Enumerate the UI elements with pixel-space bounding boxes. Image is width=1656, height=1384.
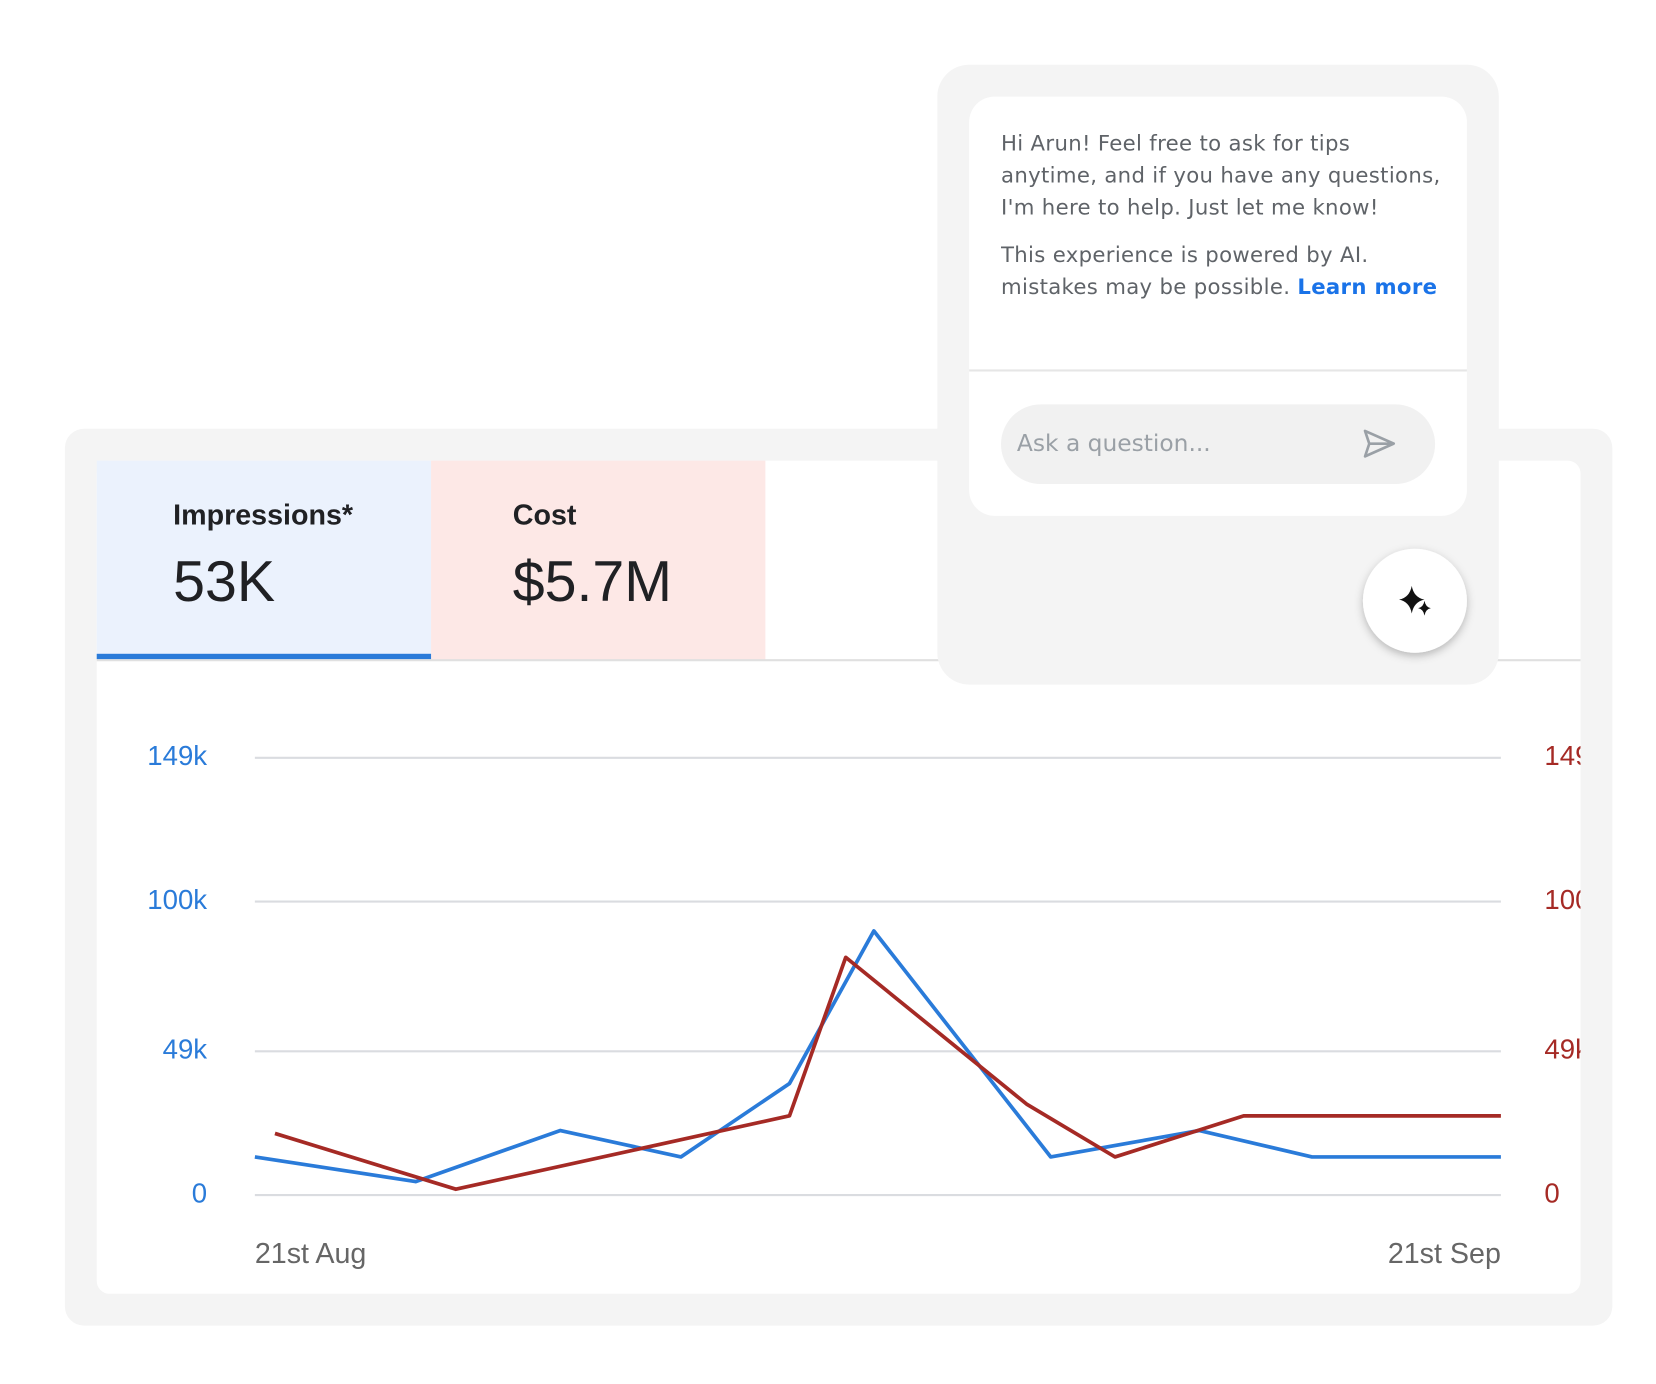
card-value: $5.7M <box>513 550 672 614</box>
y-tick-label: 49k <box>163 1034 208 1065</box>
sparkle-icon <box>1399 585 1431 616</box>
series-line <box>274 955 1501 1192</box>
input-placeholder: Ask a question... <box>1017 429 1211 457</box>
y2-tick-label: 0 <box>1544 1177 1559 1208</box>
message-list: Hi Arun! Feel free to ask for tips anyti… <box>1001 127 1452 302</box>
card-label: Cost <box>513 499 577 531</box>
y2-tick-label: 49k <box>1544 1034 1589 1065</box>
series-line <box>254 929 1501 1184</box>
x-tick-label: 21st Sep <box>1388 1238 1501 1270</box>
message-text: Hi Arun! Feel free to ask for tips anyti… <box>1001 130 1441 220</box>
card-value: 53K <box>173 550 275 614</box>
y2-tick-label: 149k <box>1544 740 1604 771</box>
x-tick-label: 21st Aug <box>255 1238 366 1270</box>
y-tick-label: 100k <box>147 884 207 915</box>
y-tick-label: 0 <box>192 1177 207 1208</box>
active-indicator <box>96 653 432 660</box>
message-text: This experience is powered by AI. mistak… <box>1001 241 1369 300</box>
learn-more-link[interactable]: Learn more <box>1297 273 1438 300</box>
y2-tick-label: 100k <box>1544 884 1604 915</box>
impressions-card[interactable] <box>96 460 432 661</box>
cost-card[interactable] <box>431 460 766 661</box>
question-input[interactable] <box>1001 404 1436 484</box>
message: This experience is powered by AI. mistak… <box>1001 239 1452 303</box>
send-button[interactable] <box>1363 429 1396 458</box>
y-tick-label: 149k <box>147 740 207 771</box>
message: Hi Arun! Feel free to ask for tips anyti… <box>1001 127 1452 223</box>
messages: Hi Arun! Feel free to ask for tips anyti… <box>1001 127 1452 302</box>
card-label: Impressions* <box>173 499 354 531</box>
y2-axis: 0 49k 100k 149k <box>1544 740 1604 1208</box>
chart: 0 49k 100k 149k 0 49k 100k 149k 21st Aug 21st Sep <box>147 740 1604 1270</box>
